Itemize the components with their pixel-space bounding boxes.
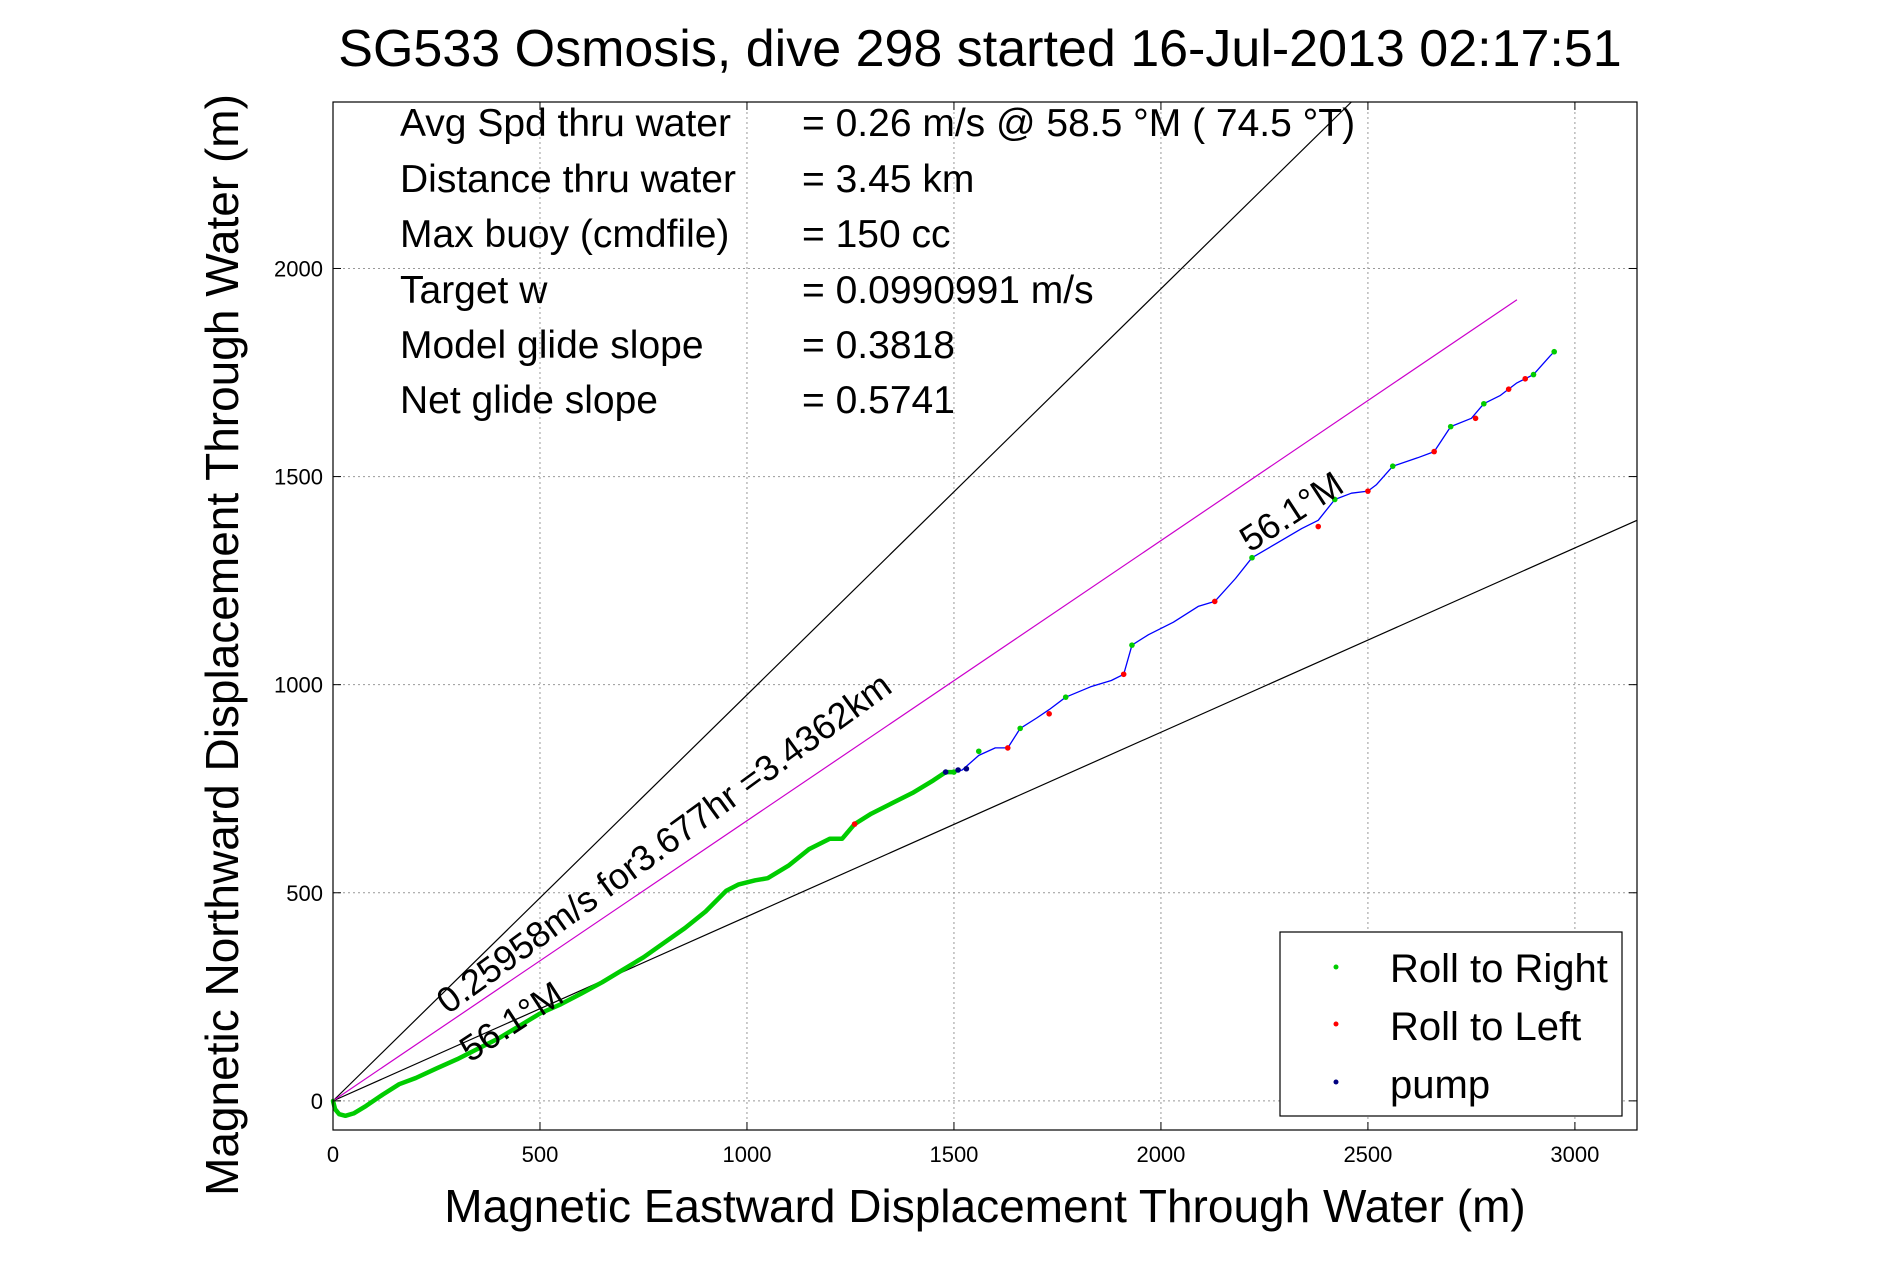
y-tick-label: 1500 <box>274 465 323 490</box>
roll-right-marker <box>1332 496 1338 503</box>
roll-left-marker <box>1505 386 1512 392</box>
y-tick-label: 2000 <box>274 256 323 281</box>
roll-left-marker <box>1046 711 1052 717</box>
stat-label-5: Net glide slope <box>400 379 658 422</box>
roll-right-marker <box>1530 371 1537 378</box>
stat-label-1: Distance thru water <box>400 158 736 201</box>
x-tick-label: 2000 <box>1136 1142 1185 1167</box>
y-tick-label: 0 <box>311 1089 323 1114</box>
ticks: 0 500 1000 1500 2000 2500 3000 0 500 1000 1500 2000 <box>274 102 1637 1167</box>
x-tick-label: 3000 <box>1550 1142 1599 1167</box>
y-tick-label: 1000 <box>274 673 323 698</box>
x-axis-label: Magnetic Eastward Displacement Through W… <box>444 1180 1525 1232</box>
roll-left-marker <box>1472 415 1479 422</box>
legend: Roll to Right Roll to Left pump <box>1279 931 1623 1117</box>
stat-value-0: = 0.26 m/s @ 58.5 °M ( 74.5 °T) <box>802 102 1355 145</box>
stat-value-5: = 0.5741 <box>802 379 955 422</box>
pump-marker <box>942 769 949 775</box>
roll-left-marker <box>1431 448 1437 455</box>
roll-right-marker <box>975 748 982 755</box>
pump-marker <box>955 767 961 773</box>
stats-block: Avg Spd thru water = 0.26 m/s @ 58.5 °M … <box>400 102 1355 422</box>
guide-lines <box>332 101 1638 1102</box>
legend-label-roll-left: Roll to Left <box>1390 1005 1581 1049</box>
roll-left-marker <box>1522 375 1529 382</box>
legend-label-roll-right: Roll to Right <box>1390 947 1608 991</box>
plot-frame <box>332 101 1638 1131</box>
x-tick-label: 500 <box>522 1142 559 1167</box>
roll-left-marker <box>1120 671 1127 678</box>
roll-right-marker <box>1481 400 1487 407</box>
legend-label-pump: pump <box>1390 1063 1490 1107</box>
guide-line-1 <box>332 519 1638 1102</box>
legend-marker-roll-left <box>1333 1021 1339 1027</box>
guide-line-0 <box>332 101 1352 1102</box>
y-axis-label: Magnetic Northward Displacement Through … <box>196 94 248 1196</box>
stat-value-1: = 3.45 km <box>802 158 974 201</box>
roll-right-marker <box>1249 554 1255 561</box>
roll-left-marker <box>1315 523 1322 530</box>
track-early-segment <box>330 769 957 1119</box>
roll-left-marker <box>851 821 858 827</box>
pump-marker <box>963 765 970 772</box>
x-tick-label: 0 <box>327 1142 339 1167</box>
roll-right-marker <box>1551 348 1558 355</box>
roll-left-marker <box>1004 745 1011 751</box>
roll-right-marker <box>1017 725 1023 732</box>
stat-label-4: Model glide slope <box>400 324 704 367</box>
chart-title: SG533 Osmosis, dive 298 started 16-Jul-2… <box>338 20 1621 78</box>
roll-left-marker <box>1211 598 1218 605</box>
stat-label-2: Max buoy (cmdfile) <box>400 213 729 256</box>
y-tick-label: 500 <box>286 881 323 906</box>
stat-value-2: = 150 cc <box>802 213 951 256</box>
roll-right-marker <box>1129 642 1135 648</box>
x-tick-label: 1000 <box>722 1142 771 1167</box>
stat-value-3: = 0.0990991 m/s <box>802 269 1094 312</box>
roll-right-marker <box>951 769 957 775</box>
roll-left-marker <box>1365 488 1371 494</box>
stat-label-3: Target w <box>400 269 548 312</box>
roll-right-marker <box>1389 463 1396 469</box>
stat-label-0: Avg Spd thru water <box>400 102 731 145</box>
legend-marker-roll-right <box>1333 964 1339 970</box>
roll-right-marker <box>1447 423 1454 430</box>
guide-line-2 <box>332 299 1518 1102</box>
stat-value-4: = 0.3818 <box>802 324 955 367</box>
markers <box>851 348 1558 827</box>
x-tick-label: 2500 <box>1343 1142 1392 1167</box>
roll-right-marker <box>1062 694 1069 700</box>
x-tick-label: 1500 <box>929 1142 978 1167</box>
legend-marker-pump <box>1333 1079 1339 1085</box>
